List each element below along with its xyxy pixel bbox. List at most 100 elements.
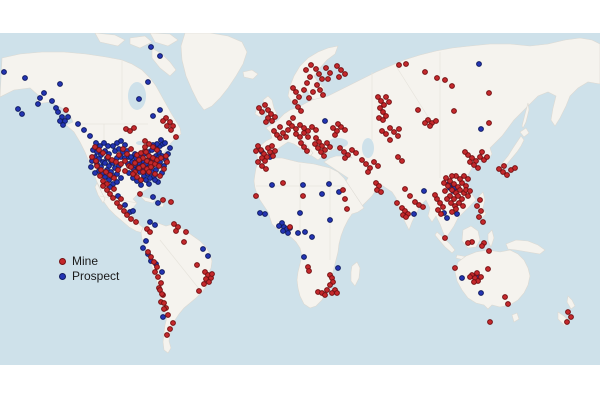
mine-point [487, 319, 493, 325]
prospect-point [81, 127, 87, 133]
mine-point [308, 62, 314, 68]
mine-point [114, 200, 120, 206]
mine-point [138, 177, 144, 183]
mine-point [403, 61, 409, 67]
mine-point [262, 158, 268, 164]
mine-point [451, 181, 457, 187]
mine-point [196, 288, 202, 294]
mine-point [300, 193, 306, 199]
mine-point [371, 159, 377, 165]
prospect-point [421, 188, 427, 194]
prospect-point [459, 275, 465, 281]
mine-point [461, 173, 467, 179]
prospect-point [476, 61, 482, 67]
mine-point [157, 173, 163, 179]
mine-point [194, 262, 200, 268]
prospect-point [65, 114, 71, 120]
mine-point [146, 169, 152, 175]
mine-point [128, 216, 134, 222]
mine-point [181, 239, 187, 245]
mine-point [319, 76, 325, 82]
prospect-point [319, 191, 325, 197]
mine-point [122, 168, 128, 174]
mine-point [301, 144, 307, 150]
mine-point [151, 259, 157, 265]
prospect-point [159, 269, 165, 275]
mine-point [309, 124, 315, 130]
mine-point [173, 134, 179, 140]
mine-point [270, 153, 276, 159]
mine-point [96, 147, 102, 153]
mine-point [459, 196, 465, 202]
mine-point [92, 144, 98, 150]
mine-point [183, 229, 189, 235]
mine-point [342, 155, 348, 161]
prospect-point [157, 107, 163, 113]
mine-point [500, 169, 506, 175]
prospect-point [300, 182, 306, 188]
mine-point [152, 269, 158, 275]
mine-point [378, 98, 384, 104]
prospect-point [280, 228, 286, 234]
mine-point [485, 266, 491, 272]
prospect-point [49, 98, 55, 104]
mine-point [161, 300, 167, 306]
mine-point [396, 126, 402, 132]
prospect-point [302, 229, 308, 235]
prospect-point [57, 118, 63, 124]
prospect-point [60, 122, 66, 128]
prospect-point [150, 194, 156, 200]
arctic-island-2 [129, 35, 153, 49]
mine-point [148, 164, 154, 170]
mine-point [448, 200, 454, 206]
mine-point [442, 235, 448, 241]
mine-point [435, 207, 441, 213]
prospect-point [35, 101, 41, 107]
mine-point [161, 166, 167, 172]
prospect-point [37, 95, 43, 101]
mine-point [484, 154, 490, 160]
world-map-container [0, 33, 600, 365]
mine-point [94, 163, 100, 169]
mine-point [280, 180, 286, 186]
new-guinea [505, 239, 546, 255]
prospect-point [478, 290, 484, 296]
new-zealand-north [566, 295, 576, 310]
mine-point [124, 212, 130, 218]
mine-point [342, 196, 348, 202]
mine-point [132, 160, 138, 166]
mine-point [163, 153, 169, 159]
mine-point [445, 183, 451, 189]
mine-point [292, 99, 298, 105]
mine-point [158, 155, 164, 161]
prospect-point [88, 164, 94, 170]
prospect-point [157, 53, 163, 59]
mine-point [412, 199, 418, 205]
mine-point [457, 176, 463, 182]
mine-point [383, 131, 389, 137]
prospect-point [295, 230, 301, 236]
prospect-point [152, 222, 158, 228]
mine-point [330, 125, 336, 131]
hokkaido [519, 127, 530, 138]
arctic-island-3 [149, 33, 179, 47]
mine-point [453, 206, 459, 212]
mine-point [403, 214, 409, 220]
mine-point [449, 187, 455, 193]
mine-point [115, 167, 121, 173]
prospect-point [136, 96, 142, 102]
mine-point [160, 197, 166, 203]
mine-point [293, 89, 299, 95]
mine-point [255, 159, 261, 165]
mine-point [332, 132, 338, 138]
mine-point [395, 133, 401, 139]
mine-point [443, 175, 449, 181]
mine-point [365, 169, 371, 175]
mine-point [480, 219, 486, 225]
mine-point [293, 126, 299, 132]
mine-point [307, 74, 313, 80]
mine-point [383, 94, 389, 100]
mine-point [467, 188, 473, 194]
mine-point [475, 165, 481, 171]
